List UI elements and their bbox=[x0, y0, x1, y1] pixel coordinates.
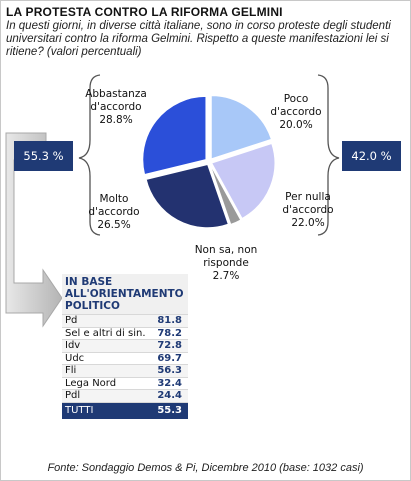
pie-slice-poco-d-accordo bbox=[210, 95, 272, 160]
left-total-box: 55.3 % bbox=[14, 141, 73, 171]
row-party: Pdl bbox=[62, 389, 153, 402]
right-brace bbox=[317, 74, 340, 236]
pie-chart bbox=[142, 95, 276, 229]
label-per-nulla-line1: Per nulla bbox=[285, 191, 331, 203]
row-value: 32.4 bbox=[152, 376, 188, 390]
row-party: Lega Nord bbox=[62, 376, 153, 390]
table-row: Fli 56.3 bbox=[62, 364, 188, 377]
pie-slice-molto-d-accordo bbox=[145, 164, 229, 229]
table-row: Sel e altri di sin. 78.2 bbox=[62, 326, 188, 340]
source-note: Fonte: Sondaggio Demos & Pi, Dicembre 20… bbox=[47, 462, 364, 474]
label-molto-line1: Molto bbox=[99, 193, 129, 205]
row-party: Udc bbox=[62, 351, 153, 365]
row-value: 69.7 bbox=[152, 351, 188, 365]
label-molto: Molto d'accordo 26.5% bbox=[82, 193, 146, 232]
label-abbastanza-line2: d'accordo bbox=[90, 101, 142, 113]
pie-slice-non-sa-non-risponde bbox=[209, 164, 242, 225]
row-value: 24.4 bbox=[152, 389, 188, 402]
row-value: 81.8 bbox=[152, 314, 188, 327]
pie-slice-per-nulla-d-accordo bbox=[211, 143, 276, 219]
political-orientation-table: IN BASE ALL'ORIENTAMENTO POLITICO Pd 81.8… bbox=[62, 274, 188, 419]
row-party: Sel e altri di sin. bbox=[62, 326, 153, 340]
row-party: Idv bbox=[62, 339, 153, 352]
pie-slice-abbastanza-d-accordo bbox=[142, 96, 207, 175]
left-brace bbox=[78, 74, 101, 236]
table-row: Lega Nord 32.4 bbox=[62, 376, 188, 390]
table-row: Idv 72.8 bbox=[62, 339, 188, 352]
value-abbastanza: 28.8% bbox=[99, 114, 133, 126]
total-label: TUTTI bbox=[62, 401, 153, 419]
row-party: Pd bbox=[62, 314, 153, 327]
table-total-row: TUTTI 55.3 bbox=[62, 401, 188, 419]
value-poco: 20.0% bbox=[279, 119, 313, 131]
row-value: 72.8 bbox=[152, 339, 188, 352]
row-party: Fli bbox=[62, 364, 153, 377]
row-value: 56.3 bbox=[152, 364, 188, 377]
right-total-box: 42.0 % bbox=[342, 141, 401, 171]
label-non-sa-line2: risponde bbox=[203, 257, 249, 269]
label-non-sa: Non sa, non risponde 2.7% bbox=[186, 244, 266, 283]
label-abbastanza-line1: Abbastanza bbox=[85, 88, 147, 100]
total-value: 55.3 bbox=[152, 401, 188, 419]
chart-subtitle: In questi giorni, in diverse città itali… bbox=[6, 20, 391, 58]
label-abbastanza: Abbastanza d'accordo 28.8% bbox=[76, 88, 156, 127]
value-per-nulla: 22.0% bbox=[291, 217, 325, 229]
value-non-sa: 2.7% bbox=[212, 270, 240, 282]
label-poco: Poco d'accordo 20.0% bbox=[262, 93, 330, 132]
table-header: IN BASE ALL'ORIENTAMENTO POLITICO bbox=[62, 274, 188, 315]
row-value: 78.2 bbox=[152, 326, 188, 340]
table-row: Udc 69.7 bbox=[62, 351, 188, 365]
table-row: Pd 81.8 bbox=[62, 314, 188, 327]
label-non-sa-line1: Non sa, non bbox=[194, 244, 258, 256]
label-per-nulla-line2: d'accordo bbox=[282, 204, 334, 216]
label-poco-line2: d'accordo bbox=[270, 106, 322, 118]
table-row: Pdl 24.4 bbox=[62, 389, 188, 402]
label-molto-line2: d'accordo bbox=[88, 206, 140, 218]
label-per-nulla: Per nulla d'accordo 22.0% bbox=[270, 191, 346, 230]
value-molto: 26.5% bbox=[97, 219, 131, 231]
label-poco-line1: Poco bbox=[283, 93, 309, 105]
chart-title: LA PROTESTA CONTRO LA RIFORMA GELMINI bbox=[6, 5, 283, 19]
